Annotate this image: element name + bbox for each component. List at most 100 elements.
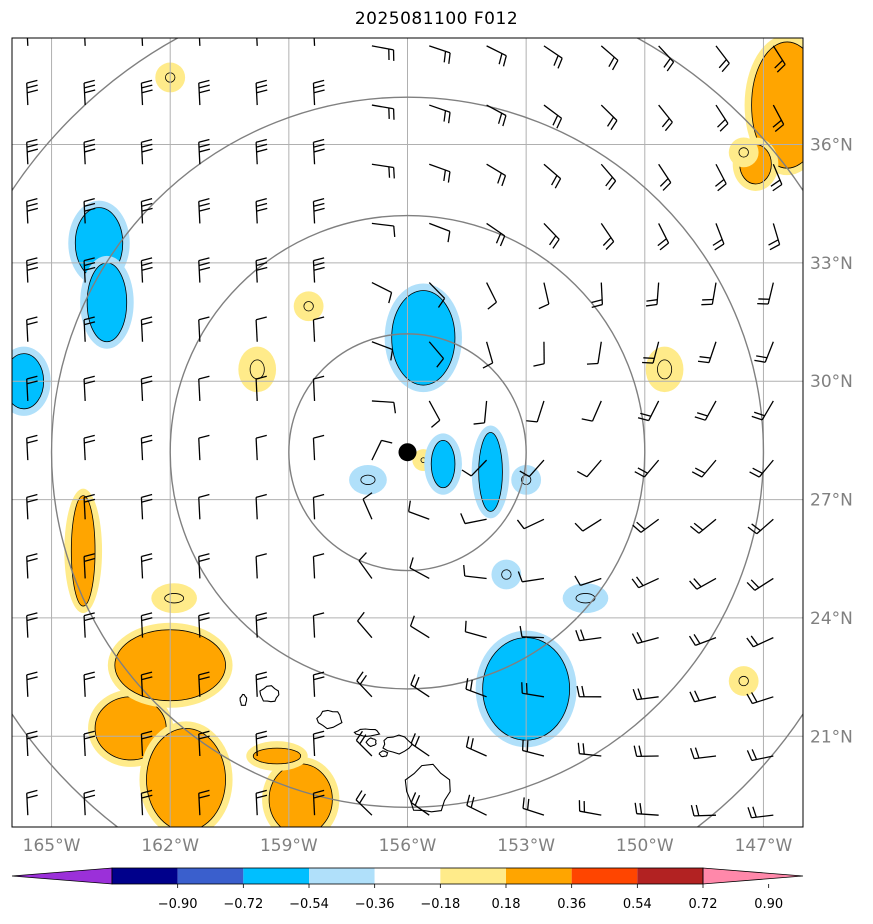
barb-flag (199, 89, 211, 94)
colorbar-tick-label: −0.36 (355, 897, 395, 912)
barb-flag (199, 31, 210, 34)
barb-flag (83, 553, 95, 558)
barb-flag (751, 692, 758, 703)
barb-flag (26, 498, 38, 503)
barb-flag (355, 790, 363, 801)
barb-staff (582, 518, 602, 532)
barb-flag (313, 148, 325, 153)
barb-flag (27, 21, 38, 24)
barb-flag (437, 297, 446, 308)
wind-barb (198, 493, 210, 520)
barb-flag (84, 202, 96, 207)
barb-flag (381, 439, 393, 444)
barb-flag (581, 418, 593, 422)
barb-flag (502, 115, 507, 127)
barb-staff (83, 497, 86, 520)
barb-staff (485, 341, 494, 364)
barb-flag (257, 31, 268, 34)
barb-flag (198, 84, 210, 89)
wind-barb (715, 163, 727, 192)
barb-flag (466, 794, 471, 806)
wind-barb (371, 439, 393, 461)
latitude-label: 27°N (810, 491, 853, 511)
barb-flag (83, 375, 95, 380)
wind-barb (690, 747, 717, 760)
barb-staff (543, 282, 550, 305)
wind-barb (198, 198, 211, 224)
barb-staff (694, 696, 717, 703)
barb-flag (410, 733, 416, 744)
barb-staff (522, 749, 545, 757)
barb-flag (198, 316, 210, 321)
barb-staff (643, 459, 660, 478)
barb-flag (84, 266, 96, 271)
barb-flag (691, 471, 703, 478)
barb-flag (358, 552, 367, 562)
barb-staff (579, 636, 602, 642)
barb-staff (312, 201, 316, 224)
wind-barb (465, 736, 487, 757)
barb-flag (447, 171, 451, 183)
wind-barb (691, 459, 717, 478)
barb-flag (776, 63, 786, 73)
wind-barb (600, 163, 617, 191)
latitude-label: 24°N (810, 609, 853, 629)
barb-staff (521, 636, 544, 639)
barb-staff (658, 223, 670, 244)
wind-barb (312, 493, 325, 520)
barb-staff (140, 615, 144, 638)
barb-flag (198, 257, 210, 262)
barb-flag (591, 299, 603, 304)
barb-staff (465, 688, 487, 698)
wind-barb (464, 620, 487, 639)
barb-staff (701, 459, 717, 478)
barb-flag (770, 179, 781, 187)
wind-barb (83, 316, 96, 342)
barb-flag (141, 794, 153, 799)
barb-staff (410, 684, 430, 698)
wind-barb (371, 282, 393, 304)
wind-barb (576, 459, 602, 478)
barb-flag (313, 207, 325, 212)
barb-flag (26, 794, 38, 799)
wind-barb (358, 552, 373, 579)
barb-flag (198, 676, 210, 681)
wind-barb (657, 223, 670, 251)
barb-staff (772, 163, 783, 185)
barb-flag (409, 557, 414, 569)
wind-barb (751, 400, 774, 421)
barb-staff (312, 438, 316, 461)
barb-staff (715, 223, 725, 245)
wind-barb (637, 400, 660, 422)
barb-staff (428, 341, 445, 359)
barb-flag (255, 434, 267, 439)
barb-flag (141, 612, 153, 617)
barb-flag (313, 316, 325, 321)
barb-flag (313, 266, 325, 271)
barb-staff (522, 692, 545, 698)
wind-barb (26, 553, 38, 579)
wind-barb (408, 500, 430, 520)
barb-flag (359, 793, 366, 804)
barb-flag (256, 143, 268, 148)
barb-flag (198, 553, 210, 558)
barb-staff (140, 83, 144, 106)
latitude-label: 30°N (810, 372, 853, 392)
barb-flag (636, 631, 643, 643)
barb-staff (140, 142, 144, 165)
wind-barb (140, 316, 153, 342)
barb-flag (693, 522, 704, 531)
wind-barb (312, 79, 325, 106)
barb-flag (577, 742, 581, 754)
barb-flag (502, 55, 507, 67)
barb-flag (27, 266, 39, 271)
barb-staff (26, 319, 29, 342)
wind-barb (198, 553, 210, 579)
barb-flag (610, 120, 618, 131)
barb-flag (141, 143, 153, 148)
barb-staff (26, 674, 29, 697)
barb-flag (84, 89, 96, 94)
barb-staff (772, 104, 785, 125)
wind-barb (600, 223, 615, 250)
barb-staff (695, 637, 717, 646)
